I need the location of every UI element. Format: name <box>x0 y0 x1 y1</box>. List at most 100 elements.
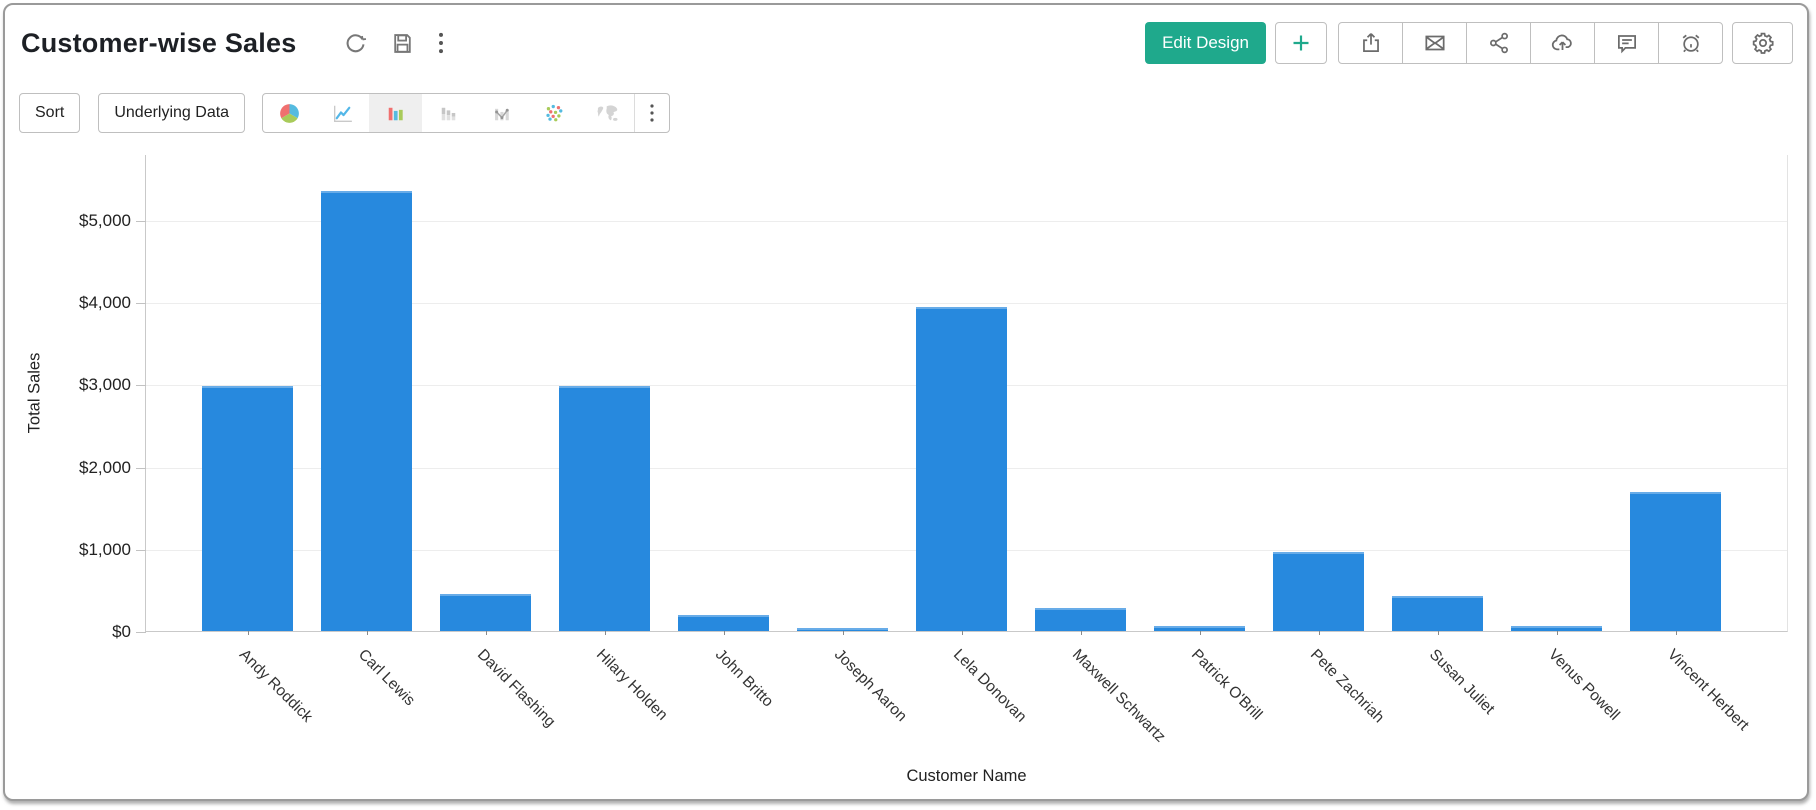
comments-button[interactable] <box>1594 22 1659 64</box>
gear-icon <box>1749 29 1777 57</box>
bar-joseph-aaron[interactable] <box>797 627 888 631</box>
y-tick-label: $0 <box>112 622 131 641</box>
bar-slot: John Britto <box>664 155 783 710</box>
scatter-plot-icon <box>542 101 567 126</box>
x-axis-title: Customer Name <box>906 767 1027 785</box>
bar-slot: Lela Donovan <box>902 155 1029 726</box>
bar-slot: Patrick O'Brill <box>1140 155 1265 723</box>
save-icon[interactable] <box>389 28 416 58</box>
bar-andy-roddick[interactable] <box>202 386 293 631</box>
x-tick-mark <box>1318 631 1320 635</box>
x-tick-mark <box>247 631 249 635</box>
bar-vincent-herbert[interactable] <box>1630 491 1721 631</box>
x-tick-mark <box>485 631 487 635</box>
bar-slot: David Flashing <box>426 155 558 731</box>
edit-design-button[interactable]: Edit Design <box>1145 22 1266 64</box>
y-tick-mark <box>136 385 146 387</box>
y-tick-mark <box>136 303 146 305</box>
x-category-label: Joseph Aaron <box>830 646 910 726</box>
y-tick-label: $3,000 <box>79 375 131 395</box>
page-title: Customer-wise Sales <box>21 27 297 58</box>
bar-pete-zachriah[interactable] <box>1273 551 1364 631</box>
bar-slot: Carl Lewis <box>307 155 426 709</box>
x-category-label: John Britto <box>711 646 776 711</box>
add-button[interactable] <box>1275 22 1327 64</box>
x-category-label: Carl Lewis <box>354 646 418 710</box>
title-bar: Customer-wise Sales Edit Design <box>5 5 1807 64</box>
bar-slot: Andy Roddick <box>188 155 315 726</box>
comments-icon <box>1614 30 1640 56</box>
cloud-upload-button[interactable] <box>1530 22 1595 64</box>
bar-slot: Venus Powell <box>1497 155 1622 724</box>
chart: Total Sales $0 $1,000 $2,000 $3,000 $4,000 $5… <box>5 133 1807 799</box>
bar-slot: Susan Juliet <box>1378 155 1497 718</box>
y-tick-mark <box>136 220 146 222</box>
x-tick-mark <box>1556 631 1558 635</box>
stacked-bar-icon <box>436 101 461 126</box>
chart-type-bar[interactable] <box>369 94 423 132</box>
alarm-icon <box>1678 30 1704 56</box>
share-button[interactable] <box>1466 22 1531 64</box>
bar-hilary-holden[interactable] <box>559 386 650 631</box>
toolbar-divider <box>634 94 636 132</box>
more-options-icon[interactable] <box>436 28 446 58</box>
controls-row: Sort Underlying Data <box>19 93 1807 133</box>
app-window: Customer-wise Sales Edit Design <box>3 3 1809 801</box>
y-tick-label: $4,000 <box>79 293 131 313</box>
x-tick-mark <box>723 631 725 635</box>
bar-susan-juliet[interactable] <box>1392 595 1483 631</box>
y-tick-label: $5,000 <box>79 210 131 230</box>
y-tick-mark <box>136 632 146 633</box>
x-category-label: Andy Roddick <box>235 646 316 726</box>
chart-type-more-icon[interactable] <box>635 94 669 132</box>
x-category-label: Hilary Holden <box>592 646 671 724</box>
x-category-label: Patrick O'Brill <box>1187 646 1265 724</box>
x-tick-mark <box>1080 631 1082 635</box>
export-icon <box>1358 30 1384 56</box>
bar-slot: Joseph Aaron <box>783 155 910 725</box>
x-category-label: Lela Donovan <box>949 646 1030 726</box>
underlying-data-button[interactable]: Underlying Data <box>98 93 246 133</box>
bar-chart-icon <box>383 101 408 126</box>
x-category-label: Venus Powell <box>1544 646 1623 724</box>
plot-area: Andy Roddick Carl Lewis David Flashing Hila… <box>136 155 1788 746</box>
bar-slot: Pete Zachriah <box>1259 155 1387 726</box>
chart-type-map[interactable] <box>581 94 634 132</box>
bar-venus-powell[interactable] <box>1511 626 1602 631</box>
x-tick-mark <box>1437 631 1439 635</box>
chart-type-stacked-bar[interactable] <box>422 94 475 132</box>
bar-john-britto[interactable] <box>678 614 769 631</box>
bar-slot: Hilary Holden <box>545 155 670 724</box>
bar-lela-donovan[interactable] <box>916 306 1007 631</box>
x-tick-mark <box>1199 631 1201 635</box>
gridline <box>146 220 1787 222</box>
x-tick-mark <box>1675 631 1677 635</box>
bar-slot: Maxwell Schwartz <box>1021 155 1168 746</box>
chart-type-line[interactable] <box>316 94 369 132</box>
combo-chart-icon <box>489 101 514 126</box>
chart-type-combo[interactable] <box>475 94 528 132</box>
refresh-icon[interactable] <box>342 28 369 58</box>
bar-maxwell-schwartz[interactable] <box>1035 607 1126 631</box>
y-tick-mark <box>136 549 146 551</box>
chart-type-pie[interactable] <box>263 94 316 132</box>
email-icon <box>1422 30 1448 56</box>
sort-button[interactable]: Sort <box>19 93 81 133</box>
gridline <box>146 303 1787 305</box>
export-button[interactable] <box>1338 22 1403 64</box>
share-icon <box>1486 30 1512 56</box>
y-axis-labels: $0 $1,000 $2,000 $3,000 $4,000 $5,000 <box>5 155 131 641</box>
bar-patrick-o-brill[interactable] <box>1154 626 1245 631</box>
x-category-label: Pete Zachriah <box>1306 646 1387 727</box>
x-category-label: David Flashing <box>473 646 559 731</box>
cloud-upload-icon <box>1549 30 1576 57</box>
bar-carl-lewis[interactable] <box>321 191 412 631</box>
action-button-group <box>1338 22 1723 64</box>
settings-button[interactable] <box>1732 22 1793 64</box>
chart-type-scatter[interactable] <box>528 94 581 132</box>
schedule-alert-button[interactable] <box>1658 22 1723 64</box>
bar-david-flashing[interactable] <box>440 593 531 631</box>
email-button[interactable] <box>1402 22 1467 64</box>
x-tick-mark <box>842 631 844 635</box>
bars-container: Andy Roddick Carl Lewis David Flashing Hila… <box>146 155 1787 746</box>
